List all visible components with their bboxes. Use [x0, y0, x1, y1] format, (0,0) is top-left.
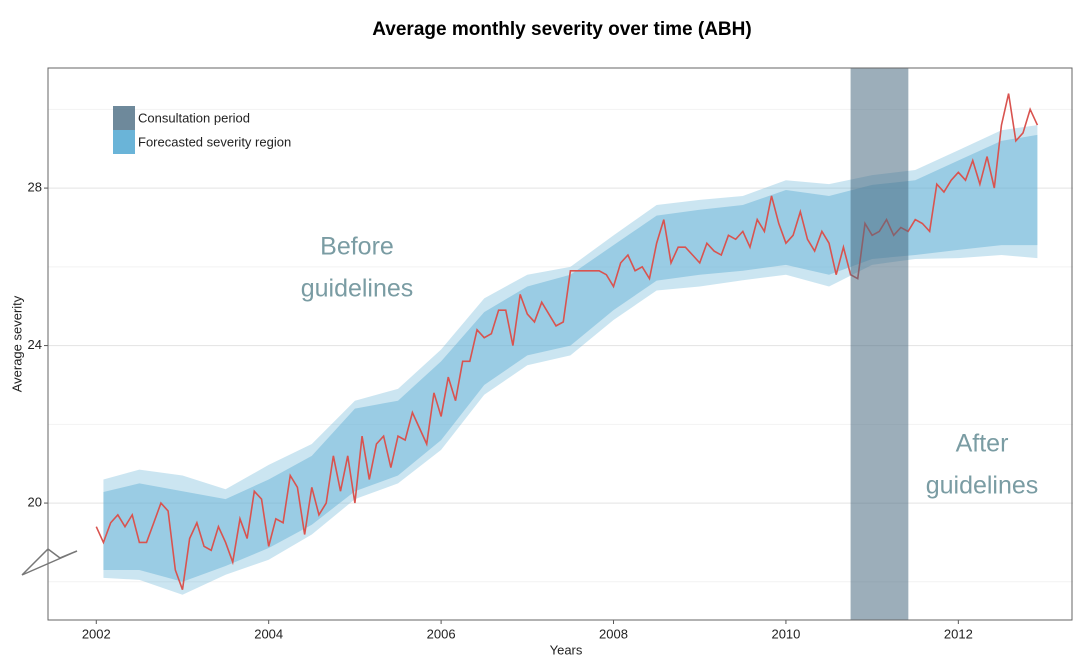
annotation: guidelines: [301, 275, 414, 303]
legend-swatch: [113, 130, 135, 154]
x-tick-label: 2012: [944, 626, 973, 641]
plot-area: 20 24 28 2002 2004 2006 2008 2010 2012 Consultati…: [28, 67, 1073, 641]
chart-title: Average monthly severity over time (ABH): [372, 19, 751, 40]
plot-border: [47, 67, 1073, 621]
consultation-period: [850, 68, 909, 620]
annotation: After: [956, 430, 1009, 458]
x-tick-label: 2006: [427, 626, 456, 641]
axis-break: [21, 548, 78, 576]
legend-label: Forecasted severity region: [138, 134, 291, 149]
x-tick-label: 2008: [599, 626, 628, 641]
y-tick-label: 28: [28, 180, 42, 195]
y-tick-label: 24: [28, 337, 42, 352]
legend-label: Consultation period: [138, 110, 250, 125]
annotation: guidelines: [926, 472, 1039, 500]
y-axis-label: Average severity: [9, 295, 24, 392]
legend-swatch: [113, 106, 135, 130]
annotation: Before: [320, 233, 394, 261]
x-tick-label: 2002: [82, 626, 111, 641]
x-axis-label: Years: [550, 642, 583, 657]
y-tick-label: 20: [28, 495, 42, 510]
x-tick-label: 2010: [771, 626, 800, 641]
x-tick-label: 2004: [254, 626, 283, 641]
